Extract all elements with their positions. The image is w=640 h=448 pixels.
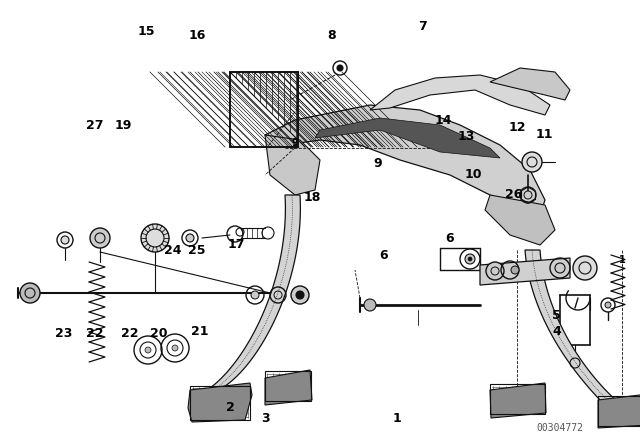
Circle shape [90, 228, 110, 248]
Circle shape [465, 254, 475, 264]
Circle shape [522, 152, 542, 172]
Polygon shape [370, 75, 550, 115]
Polygon shape [490, 68, 570, 100]
Text: 2: 2 [226, 401, 235, 414]
Text: 26: 26 [504, 188, 522, 202]
Text: 19: 19 [114, 119, 132, 132]
Bar [265, 371, 311, 401]
Bar [490, 384, 545, 414]
Circle shape [20, 283, 40, 303]
Polygon shape [265, 370, 312, 405]
Text: 15: 15 [137, 25, 155, 38]
Circle shape [172, 345, 178, 351]
Text: 17: 17 [228, 237, 246, 251]
Circle shape [468, 257, 472, 261]
Circle shape [337, 65, 343, 71]
Text: 22: 22 [120, 327, 138, 340]
Circle shape [251, 291, 259, 299]
Polygon shape [265, 105, 545, 215]
Text: 8: 8 [327, 29, 336, 43]
Text: 4: 4 [552, 325, 561, 338]
Polygon shape [490, 383, 546, 418]
Circle shape [141, 224, 169, 252]
Text: 24: 24 [164, 244, 182, 258]
Circle shape [605, 302, 611, 308]
Polygon shape [525, 250, 625, 408]
Text: 7: 7 [418, 20, 427, 34]
Text: 6: 6 [445, 232, 454, 245]
Circle shape [486, 262, 504, 280]
Circle shape [555, 263, 565, 273]
Circle shape [573, 256, 597, 280]
Circle shape [61, 236, 69, 244]
Polygon shape [210, 195, 300, 388]
Bar [230, 72, 298, 147]
Text: 25: 25 [188, 244, 206, 258]
Text: 11: 11 [535, 128, 553, 141]
Text: 16: 16 [188, 29, 206, 43]
Text: 00304772: 00304772 [536, 423, 584, 433]
Polygon shape [480, 258, 570, 285]
Text: 23: 23 [55, 327, 73, 340]
Polygon shape [265, 135, 320, 195]
Text: 12: 12 [508, 121, 526, 134]
Text: 5: 5 [552, 309, 561, 323]
Polygon shape [598, 394, 640, 428]
Text: 10: 10 [465, 168, 483, 181]
Text: 6: 6 [380, 249, 388, 262]
Circle shape [291, 286, 309, 304]
Text: 21: 21 [191, 325, 209, 338]
Circle shape [511, 266, 519, 274]
Text: 1: 1 [392, 412, 401, 426]
Text: 18: 18 [303, 190, 321, 204]
Text: 9: 9 [292, 138, 298, 148]
Circle shape [296, 291, 304, 299]
Bar [230, 72, 298, 147]
Circle shape [524, 191, 532, 199]
Polygon shape [188, 383, 252, 422]
Circle shape [364, 299, 376, 311]
Bar [230, 72, 298, 147]
Polygon shape [315, 118, 500, 158]
Text: 22: 22 [86, 327, 104, 340]
Bar [598, 396, 640, 426]
Text: 13: 13 [457, 130, 475, 143]
Circle shape [186, 234, 194, 242]
Text: 20: 20 [150, 327, 168, 340]
Text: 14: 14 [434, 114, 452, 128]
Text: 9: 9 [373, 157, 382, 170]
Text: 3: 3 [261, 412, 270, 426]
Circle shape [145, 347, 151, 353]
Text: 27: 27 [86, 119, 104, 132]
Polygon shape [485, 195, 555, 245]
Text: 1: 1 [619, 255, 625, 265]
